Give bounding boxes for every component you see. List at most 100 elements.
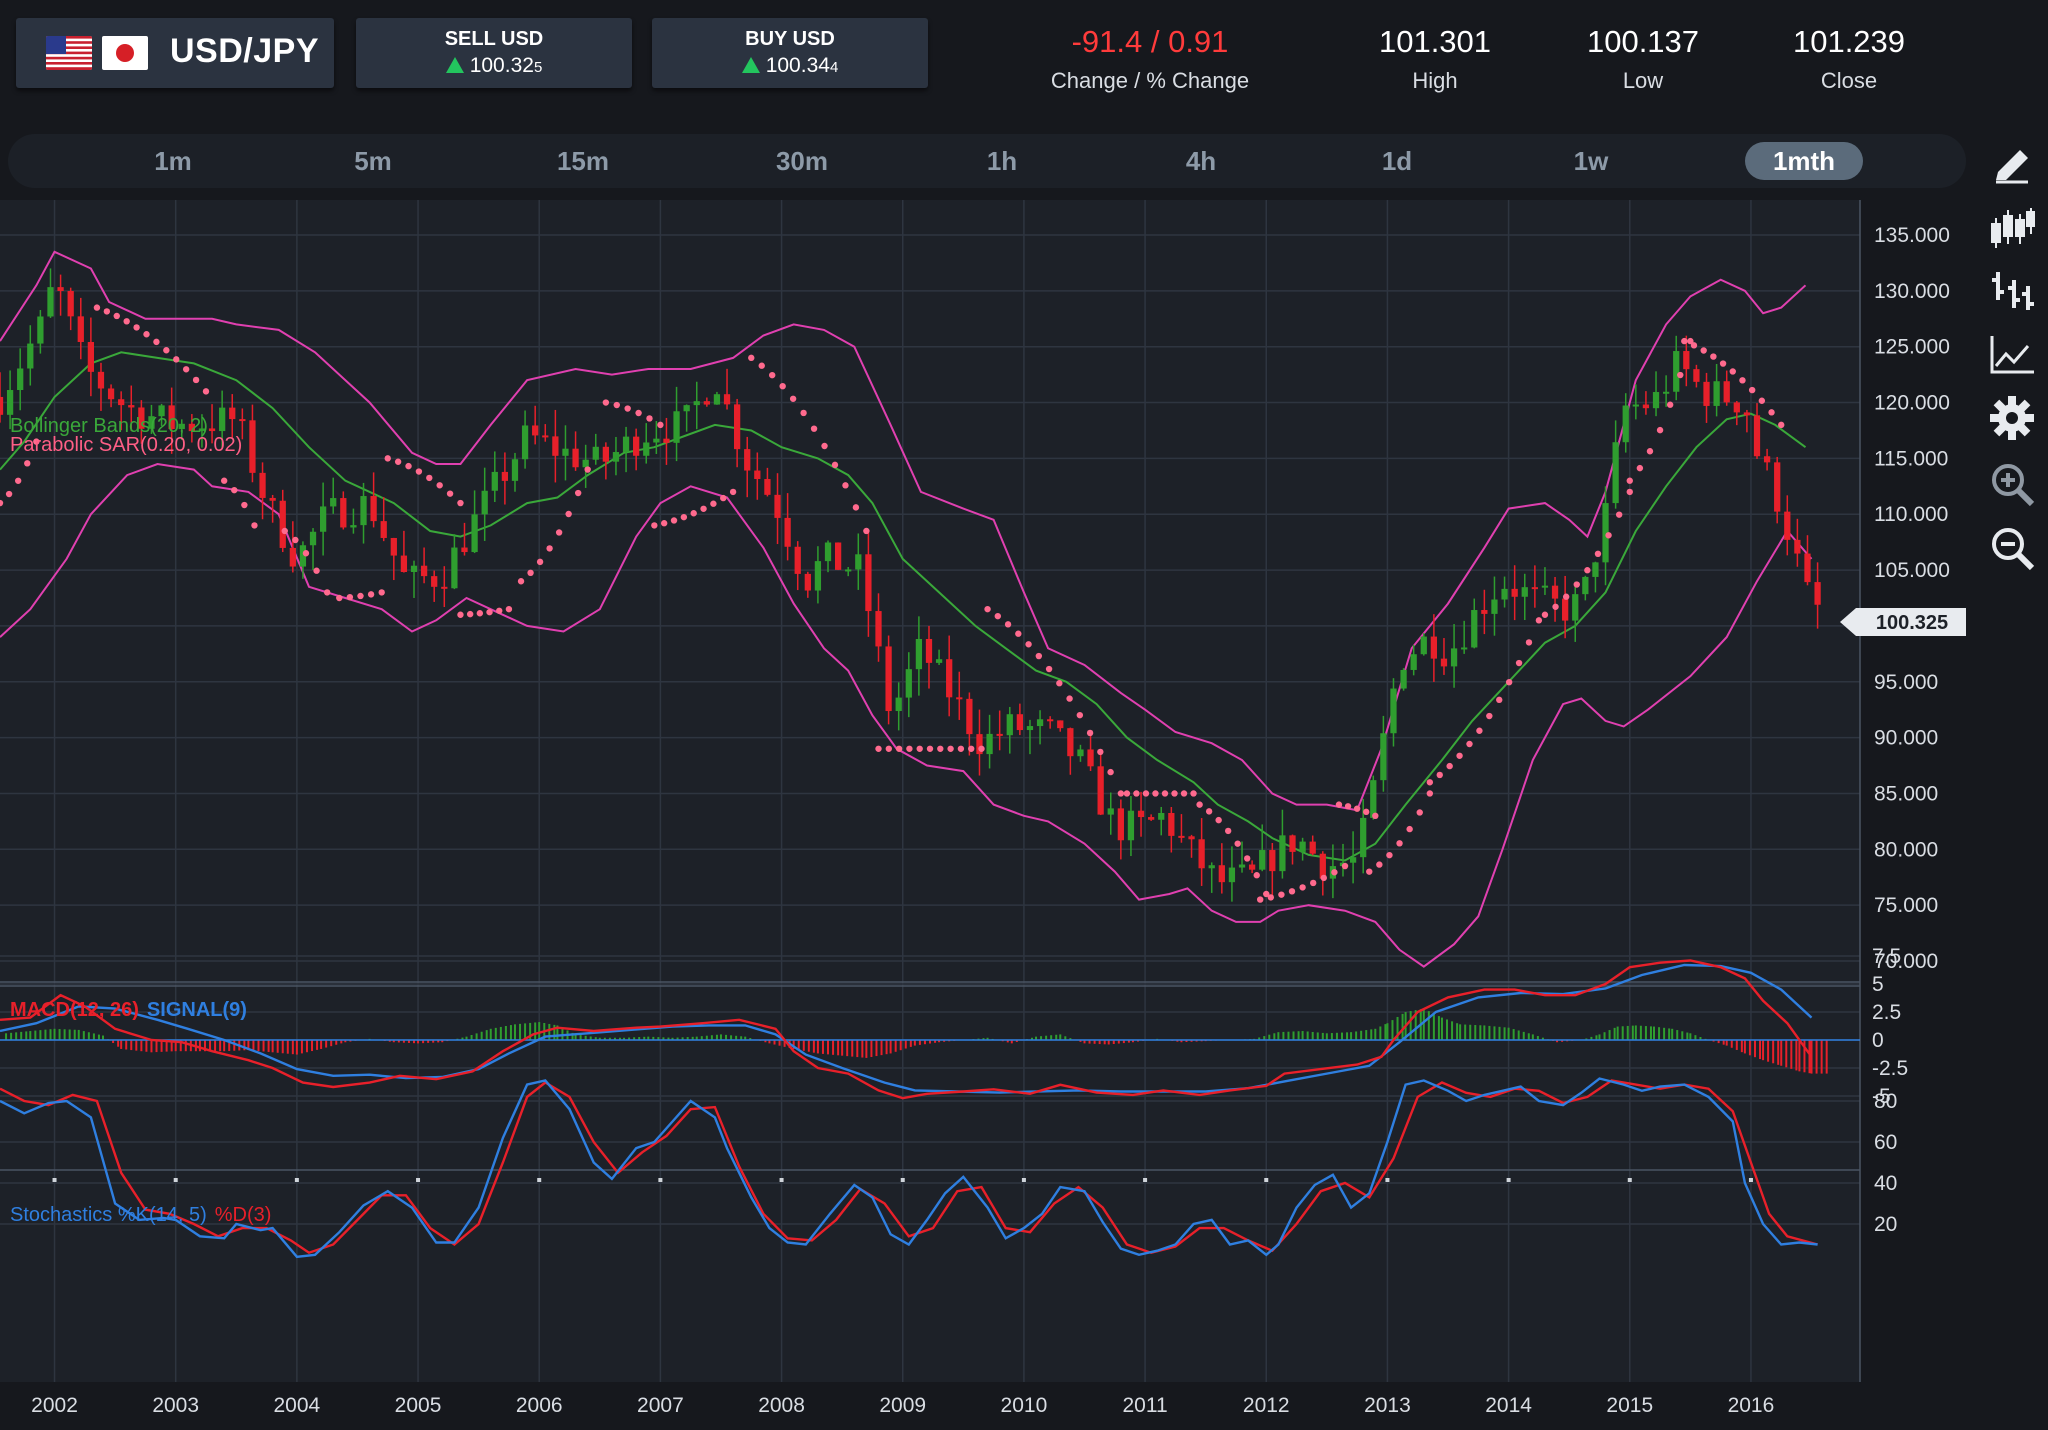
timeframe-30m[interactable]: 30m (775, 146, 829, 176)
candle-body (1703, 381, 1710, 406)
timeframe-4h[interactable]: 4h (1185, 146, 1217, 176)
candle-body (1582, 576, 1589, 595)
timeframe-15m[interactable]: 15m (556, 146, 610, 176)
candle-body (754, 470, 761, 480)
candle-body (219, 407, 226, 432)
candle-body (461, 547, 468, 553)
pencil-icon[interactable] (1988, 142, 2036, 190)
stochastic-tick-label: 40 (1874, 1172, 1897, 1195)
price-tick-label: 70.000 (1874, 950, 1938, 973)
zoom-in-icon[interactable] (1988, 460, 2036, 508)
current-price-value: 100.325 (1876, 612, 1948, 634)
candle-body (67, 290, 74, 317)
sar-dot (1605, 532, 1612, 539)
candle-body (1087, 749, 1094, 767)
candle-body (198, 428, 206, 432)
sar-dot (670, 517, 678, 524)
timeframe-1mth[interactable]: 1mth (1745, 142, 1863, 180)
low-value: 100.137 (1586, 24, 1700, 59)
timeframe-1w[interactable]: 1w (1573, 146, 1609, 176)
year-tick-marker (1021, 1178, 1026, 1182)
sell-usd-button[interactable]: SELL USD 100.325 (356, 18, 632, 88)
candle-body (279, 500, 286, 548)
top-bar: USD/JPY SELL USD 100.325 BUY USD 100.344… (0, 0, 2048, 118)
sar-dot (1615, 511, 1623, 518)
zoom-out-icon[interactable] (1988, 524, 2036, 572)
sar-dot (220, 477, 228, 484)
candle-body (107, 388, 115, 400)
sar-dot (875, 745, 882, 752)
sell-label: SELL USD (444, 28, 544, 50)
sar-dot (1758, 397, 1766, 404)
candle-body (1057, 720, 1064, 729)
sar-dot (690, 510, 697, 517)
currency-pair-selector[interactable]: USD/JPY (16, 18, 334, 88)
candle-body (1521, 587, 1528, 597)
candle-body (986, 733, 993, 755)
sar-dot (415, 468, 423, 475)
candle-body (592, 446, 599, 460)
candle-body (1713, 381, 1720, 406)
sar-dot (378, 589, 385, 596)
candle-body (269, 497, 276, 501)
timeframe-5m[interactable]: 5m (354, 146, 392, 176)
candle-body (27, 343, 34, 369)
year-tick-marker (1143, 1178, 1148, 1182)
price-tick-label: 105.000 (1874, 559, 1950, 582)
candle-body (471, 514, 478, 553)
signal-line (0, 963, 1813, 1094)
candle-body (330, 498, 337, 507)
buy-usd-button[interactable]: BUY USD 100.344 (652, 18, 928, 88)
sar-dot (163, 347, 170, 354)
sar-dot (937, 745, 944, 752)
sar-dot (476, 610, 484, 617)
price-tick-label: 125.000 (1874, 336, 1950, 359)
candle-body (37, 316, 44, 344)
candle-body (148, 416, 155, 429)
year-tick-marker (658, 1178, 663, 1182)
candle-body (663, 438, 670, 443)
sar-dot (748, 354, 755, 362)
sar-dot (1687, 337, 1694, 345)
price-chart[interactable]: 135.000 130.000 125.000 120.000 115.000 110.0… (0, 200, 1976, 1430)
buy-label: BUY USD (745, 28, 835, 50)
year-tick-marker (173, 1178, 178, 1182)
candle-body (865, 554, 872, 612)
candle-body (602, 446, 609, 462)
sar-dot (292, 536, 299, 544)
sar-dot (546, 545, 553, 552)
sar-dot (1719, 360, 1727, 367)
gear-icon[interactable] (1988, 394, 2036, 442)
candle-body (1127, 810, 1135, 841)
candlestick-icon[interactable] (1988, 204, 2036, 252)
signal-legend-name: SIGNAL(9) (147, 999, 247, 1021)
japan-flag-icon (102, 36, 148, 70)
macd-line (0, 959, 1813, 1100)
candle-body (935, 659, 943, 663)
candle-body (764, 479, 771, 495)
candle-body (915, 638, 923, 670)
candle-body (1440, 658, 1448, 667)
candle-body (582, 459, 589, 468)
sar-dot (574, 489, 582, 497)
sar-dot (1353, 805, 1361, 812)
year-tick-marker (900, 1178, 905, 1182)
line-chart-icon[interactable] (1988, 330, 2036, 378)
candle-body (420, 565, 428, 577)
candle-body (1228, 867, 1236, 883)
stochastic-k-line (0, 1077, 1818, 1259)
timeframe-1m[interactable]: 1m (154, 146, 192, 176)
sar-dot (1025, 641, 1032, 648)
sar-dot (1161, 790, 1169, 797)
sar-dot (1180, 790, 1188, 797)
candle-body (1077, 749, 1084, 757)
sell-price-pip: 5 (533, 59, 543, 76)
candle-body (1400, 669, 1407, 689)
timeframe-1h[interactable]: 1h (986, 146, 1018, 176)
candle-body (1491, 599, 1498, 614)
sar-dot (1086, 729, 1094, 737)
timeframe-1d[interactable]: 1d (1381, 146, 1413, 176)
candle-body (1632, 404, 1639, 407)
bar-chart-icon[interactable] (1988, 266, 2036, 314)
candle-body (956, 697, 963, 700)
